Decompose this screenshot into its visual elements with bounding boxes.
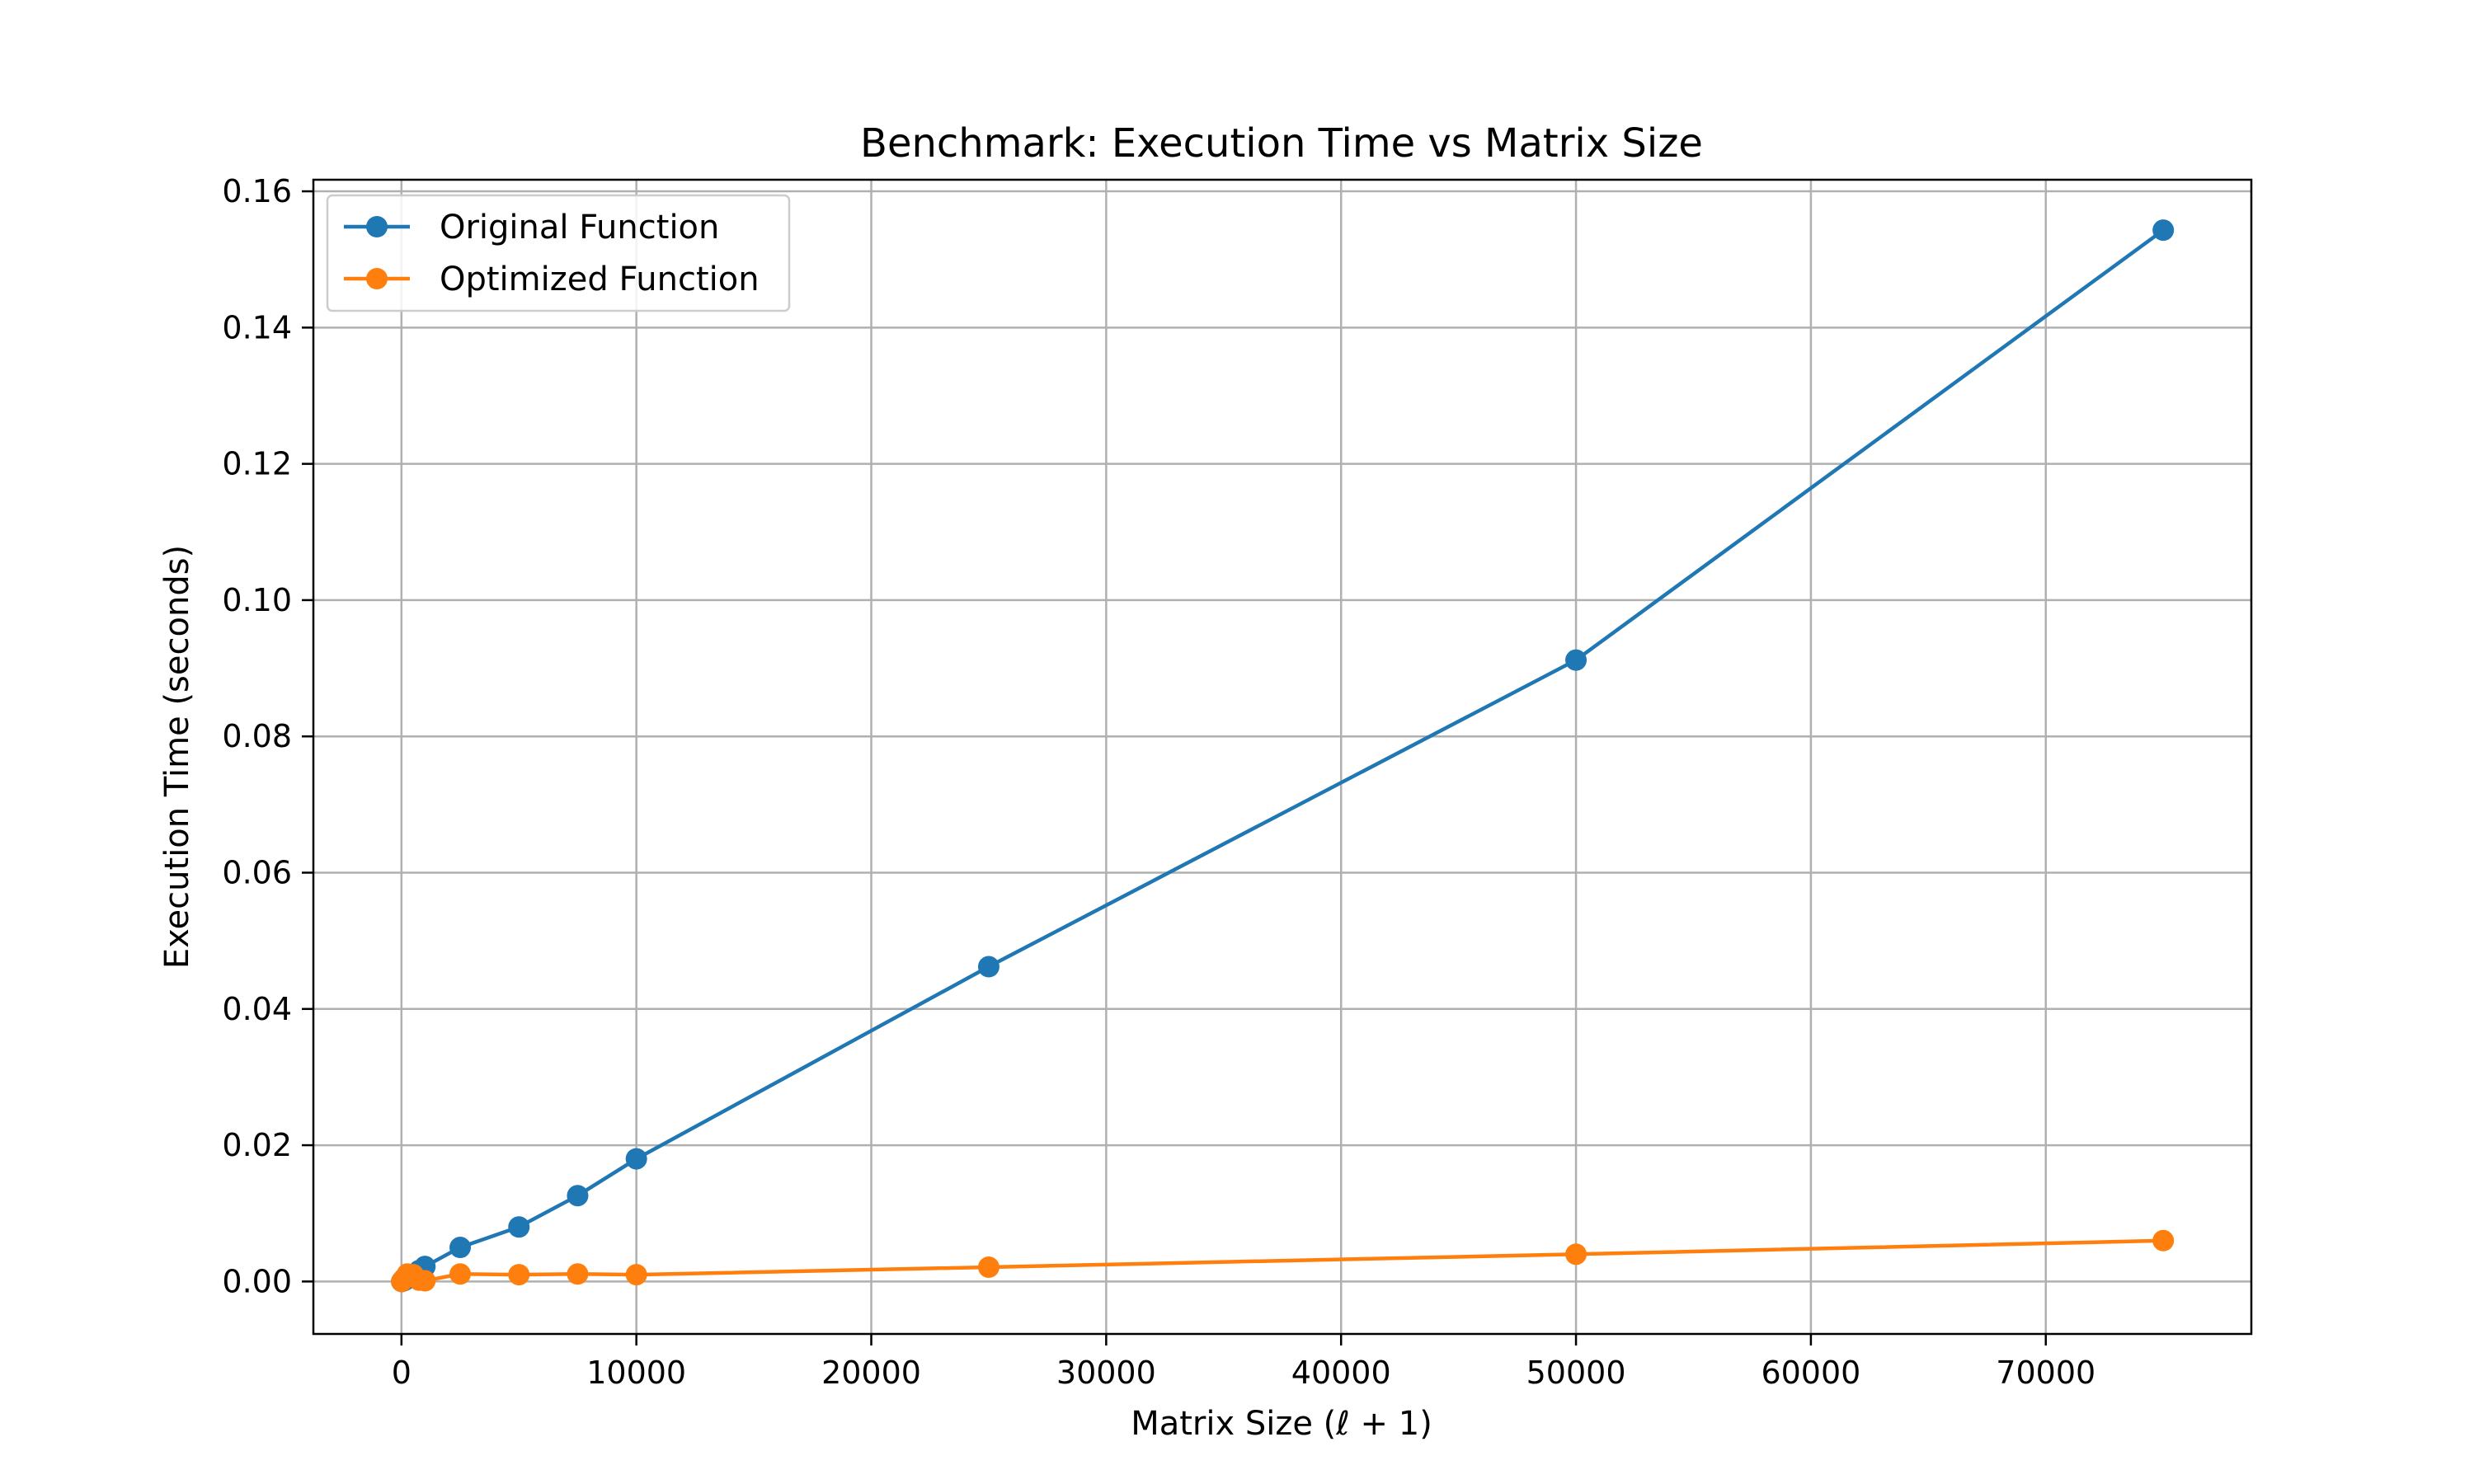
- x-tick-label: 30000: [1056, 1355, 1156, 1391]
- data-point-original: [977, 956, 999, 978]
- y-tick-label: 0.08: [222, 718, 292, 754]
- x-tick-label: 20000: [821, 1355, 921, 1391]
- x-tick-label: 50000: [1526, 1355, 1626, 1391]
- data-point-optimized: [1565, 1243, 1587, 1266]
- y-tick-label: 0.02: [222, 1127, 292, 1163]
- legend-marker-original: [366, 216, 388, 237]
- x-tick-label: 10000: [586, 1355, 686, 1391]
- data-point-original: [449, 1237, 472, 1259]
- plot-frame: [312, 178, 2253, 1336]
- legend-label-original: Original Function: [440, 209, 719, 247]
- legend-label-optimized: Optimized Function: [440, 261, 760, 298]
- x-tick-label: 60000: [1761, 1355, 1860, 1391]
- legend: Original Function Optimized Function: [326, 194, 791, 312]
- data-point-optimized: [2152, 1229, 2175, 1252]
- x-axis-title: Matrix Size (ℓ + 1): [1131, 1405, 1432, 1443]
- tick-layer: 0 10000 20000 30000 40000 50000 60000 70000 0.00…: [222, 173, 2095, 1391]
- y-tick-label: 0.10: [222, 582, 292, 618]
- data-point-optimized: [977, 1256, 999, 1279]
- data-point-optimized: [414, 1270, 436, 1292]
- data-point-optimized: [625, 1264, 647, 1286]
- legend-box: [326, 194, 791, 312]
- y-tick-label: 0.06: [222, 854, 292, 890]
- data-point-optimized: [567, 1263, 589, 1285]
- data-point-optimized: [508, 1264, 530, 1286]
- data-point-optimized: [449, 1263, 472, 1285]
- legend-marker-optimized: [366, 268, 388, 289]
- y-tick-label: 0.12: [222, 446, 292, 482]
- x-tick-label: 40000: [1291, 1355, 1391, 1391]
- series-layer: [391, 219, 2175, 1293]
- y-tick-label: 0.04: [222, 991, 292, 1027]
- y-axis-title: Execution Time (seconds): [158, 545, 196, 969]
- data-point-original: [1565, 649, 1587, 671]
- y-tick-label: 0.00: [222, 1263, 292, 1299]
- data-point-original: [567, 1185, 589, 1207]
- y-tick-label: 0.14: [222, 309, 292, 345]
- data-point-original: [508, 1216, 530, 1238]
- x-tick-label: 0: [392, 1355, 412, 1391]
- data-point-original: [2152, 219, 2175, 242]
- data-point-original: [625, 1148, 647, 1170]
- y-tick-label: 0.16: [222, 173, 292, 209]
- x-tick-label: 70000: [1996, 1355, 2095, 1391]
- chart-title: Benchmark: Execution Time vs Matrix Size: [860, 120, 1703, 167]
